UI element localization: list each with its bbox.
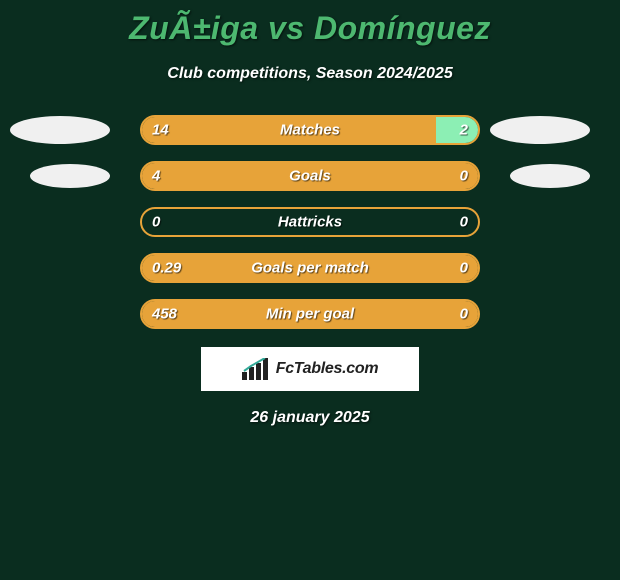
stat-bar: 4 0 Goals	[140, 161, 480, 191]
stat-value-right: 2	[460, 122, 468, 139]
stat-bar-right	[436, 117, 479, 145]
stat-label: Min per goal	[266, 306, 354, 323]
stat-bar: 458 0 Min per goal	[140, 299, 480, 329]
stat-label: Goals per match	[251, 260, 369, 277]
stat-value-left: 14	[152, 122, 169, 139]
stat-value-right: 0	[460, 306, 468, 323]
stat-bar: 0 0 Hattricks	[140, 207, 480, 237]
player-badge-left	[10, 116, 110, 144]
stat-value-right: 0	[460, 168, 468, 185]
stat-label: Goals	[289, 168, 331, 185]
stat-row: 14 2 Matches	[0, 115, 620, 145]
player-badge-right	[490, 116, 590, 144]
stat-row: 0.29 0 Goals per match	[0, 253, 620, 283]
stat-bar: 14 2 Matches	[140, 115, 480, 145]
stat-value-left: 0	[152, 214, 160, 231]
stat-value-left: 0.29	[152, 260, 181, 277]
stat-label: Matches	[280, 122, 340, 139]
stat-row: 4 0 Goals	[0, 161, 620, 191]
page-subtitle: Club competitions, Season 2024/2025	[0, 65, 620, 83]
stat-value-left: 4	[152, 168, 160, 185]
stat-value-right: 0	[460, 260, 468, 277]
stat-value-right: 0	[460, 214, 468, 231]
stat-bar: 0.29 0 Goals per match	[140, 253, 480, 283]
player-badge-right	[510, 164, 590, 188]
stat-value-left: 458	[152, 306, 177, 323]
brand-text: FcTables.com	[276, 360, 379, 378]
stat-label: Hattricks	[278, 214, 342, 231]
brand-icon	[242, 358, 270, 380]
stat-row: 0 0 Hattricks	[0, 207, 620, 237]
stat-row: 458 0 Min per goal	[0, 299, 620, 329]
page-date: 26 january 2025	[0, 409, 620, 427]
comparison-rows: 14 2 Matches 4 0 Goals 0 0 Hattricks 0.29 0 Goals p…	[0, 115, 620, 329]
page-title: ZuÃ±iga vs Domínguez	[0, 0, 620, 47]
brand-badge: FcTables.com	[201, 347, 419, 391]
player-badge-left	[30, 164, 110, 188]
